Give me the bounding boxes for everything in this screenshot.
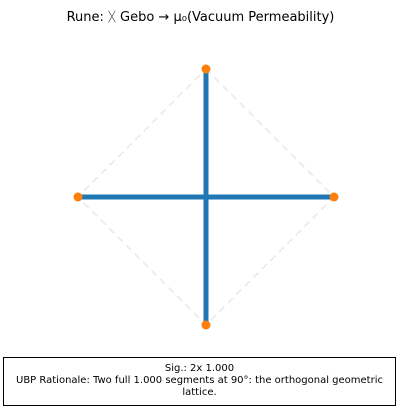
rune-point-3 — [201, 320, 211, 330]
caption-rationale: UBP Rationale: Two full 1.000 segments a… — [16, 375, 383, 398]
rune-segments — [78, 69, 334, 325]
caption-box: Sig.: 2x 1.000 UBP Rationale: Two full 1… — [3, 357, 396, 406]
diagram-title: Rune: ᚷ Gebo → μ₀(Vacuum Permeability) — [0, 10, 401, 26]
rune-point-1 — [201, 64, 211, 74]
rune-point-4 — [73, 192, 83, 202]
rune-glyph: ᚷ — [108, 10, 116, 25]
arrow-icon: → — [158, 10, 170, 25]
rune-points — [73, 64, 339, 330]
title-prefix: Rune: — [66, 10, 109, 25]
rune-point-2 — [329, 192, 339, 202]
rune-name: Gebo — [120, 10, 155, 25]
constant-meaning: (Vacuum Permeability) — [186, 10, 335, 25]
caption-signature: Sig.: 2x 1.000 — [164, 363, 235, 374]
constant-symbol: μ₀ — [173, 10, 187, 25]
